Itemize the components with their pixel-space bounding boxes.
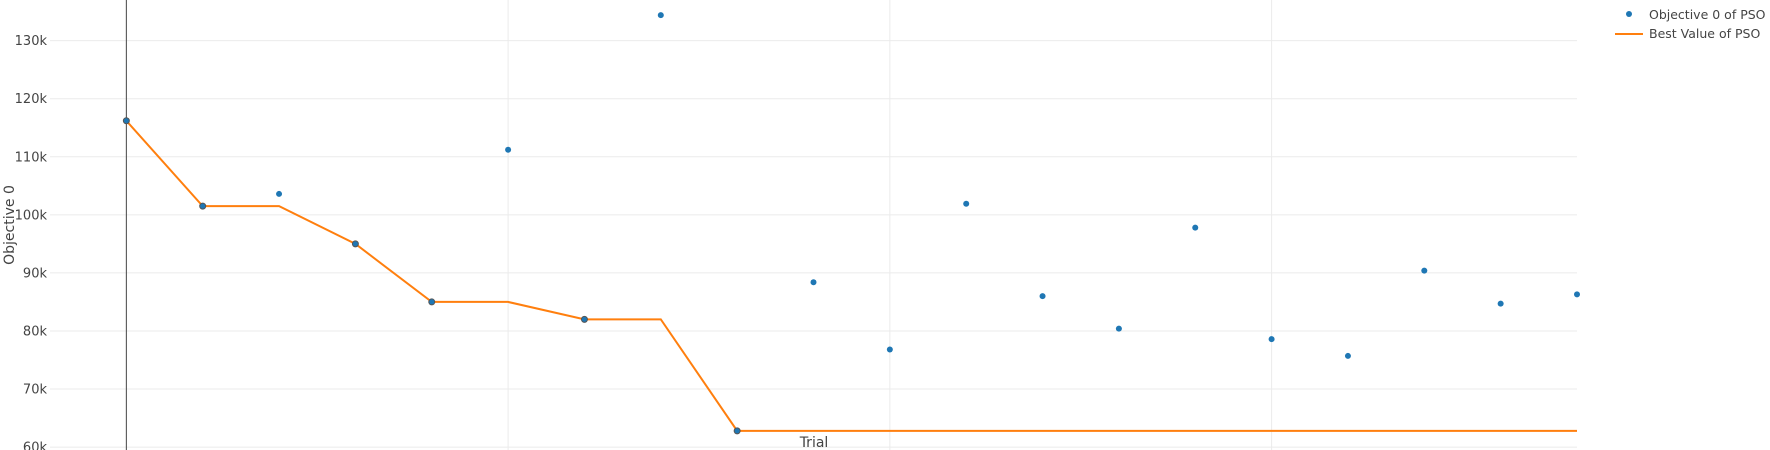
- objective-point[interactable]: [505, 146, 512, 153]
- y-tick-label: 100k: [15, 208, 48, 223]
- best-value-line: [125, 120, 1577, 432]
- y-tick-labels: 60k 70k 80k 90k 100k 110k 120k 130k: [15, 34, 48, 450]
- objective-point[interactable]: [657, 12, 664, 19]
- objective-point[interactable]: [810, 279, 817, 286]
- y-tick-label: 90k: [23, 266, 48, 281]
- objective-point[interactable]: [428, 298, 436, 306]
- y-tick-label: 60k: [23, 441, 48, 450]
- objective-point[interactable]: [1039, 293, 1046, 300]
- objective-point[interactable]: [276, 190, 283, 197]
- legend-item-objective[interactable]: Objective 0 of PSO: [1626, 7, 1766, 22]
- y-tick-label: 70k: [23, 383, 48, 398]
- legend-label-objective: Objective 0 of PSO: [1649, 7, 1766, 22]
- legend-marker-objective: [1626, 11, 1632, 17]
- y-tick-label: 110k: [15, 150, 48, 165]
- best-value-series: [125, 120, 1577, 432]
- y-axis-title: Objective 0: [2, 185, 18, 265]
- grid-lines: [50, 0, 1577, 450]
- objective-point[interactable]: [1344, 352, 1351, 359]
- objective-point[interactable]: [963, 200, 970, 207]
- objective-point[interactable]: [1497, 300, 1504, 307]
- objective-point[interactable]: [351, 240, 359, 248]
- y-tick-label: 80k: [23, 324, 48, 339]
- x-axis-title: Trial: [799, 435, 829, 450]
- objective-point[interactable]: [1268, 336, 1275, 343]
- objective-point[interactable]: [1115, 325, 1122, 332]
- objective-point[interactable]: [1421, 267, 1428, 274]
- y-tick-label: 130k: [15, 34, 48, 49]
- objective-point[interactable]: [199, 202, 207, 210]
- objective-point[interactable]: [1192, 224, 1199, 231]
- legend-label-best-value: Best Value of PSO: [1649, 26, 1760, 41]
- y-tick-label: 120k: [15, 92, 48, 107]
- objective-point[interactable]: [1574, 291, 1580, 298]
- objective-point[interactable]: [122, 117, 130, 125]
- legend[interactable]: Objective 0 of PSO Best Value of PSO: [1615, 7, 1766, 41]
- objective-point[interactable]: [733, 427, 741, 435]
- objective-series: [122, 12, 1580, 435]
- objective-point[interactable]: [886, 346, 893, 353]
- legend-item-best-value[interactable]: Best Value of PSO: [1615, 26, 1760, 41]
- objective-point[interactable]: [580, 315, 588, 323]
